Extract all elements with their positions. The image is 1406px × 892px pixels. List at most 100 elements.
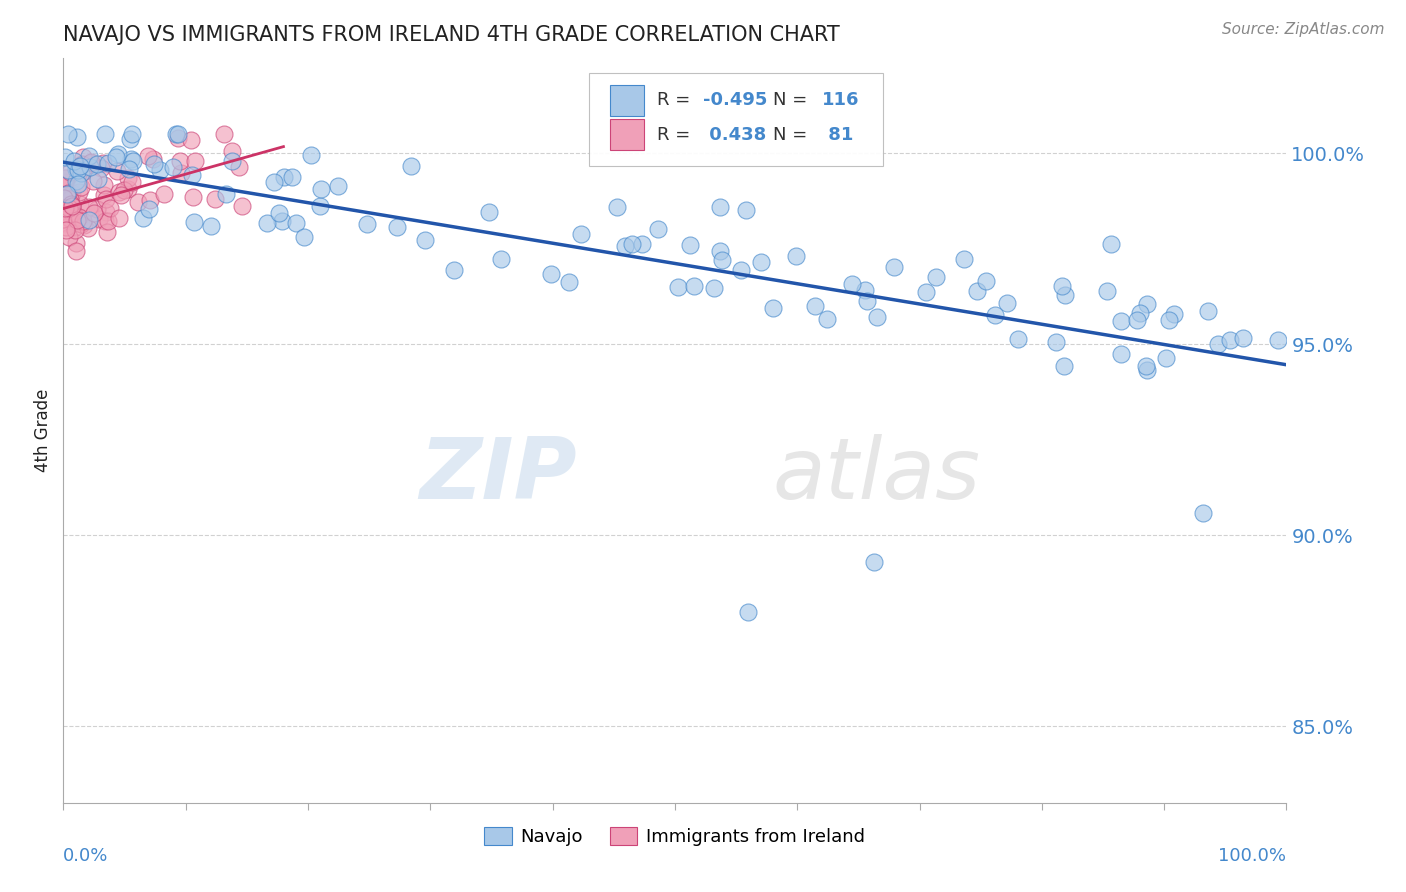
Text: R =: R = — [657, 92, 696, 110]
Point — [1159, 312, 1181, 326]
Point — [215, 186, 238, 201]
Point — [1267, 333, 1289, 347]
Point — [105, 164, 128, 178]
Point — [200, 219, 222, 233]
Point — [65, 244, 87, 258]
Point — [709, 200, 731, 214]
Point — [107, 146, 129, 161]
Point — [108, 185, 131, 199]
Point — [53, 188, 76, 202]
Point — [228, 160, 250, 174]
Point — [58, 201, 80, 215]
Point — [613, 239, 636, 253]
Point — [952, 252, 974, 266]
Point — [569, 227, 592, 241]
Point — [72, 151, 94, 165]
Point — [385, 219, 408, 234]
Point — [70, 180, 93, 194]
Text: 0.0%: 0.0% — [63, 847, 108, 865]
Text: 0.438: 0.438 — [703, 126, 766, 144]
Point — [94, 205, 117, 219]
Point — [1232, 331, 1254, 345]
Point — [94, 128, 117, 142]
Point — [58, 230, 80, 244]
Point — [169, 154, 191, 169]
Point — [620, 237, 643, 252]
Point — [90, 161, 112, 176]
Point — [883, 260, 905, 274]
Point — [181, 190, 204, 204]
Point — [170, 166, 193, 180]
Point — [815, 312, 838, 326]
Point — [167, 128, 190, 142]
Point — [53, 216, 76, 230]
Point — [105, 150, 128, 164]
Point — [221, 153, 243, 168]
Point — [1109, 313, 1132, 327]
Point — [117, 171, 139, 186]
Point — [281, 169, 304, 184]
Point — [132, 211, 155, 225]
Point — [89, 212, 111, 227]
Point — [66, 129, 89, 144]
Point — [59, 192, 82, 206]
Point — [60, 206, 83, 220]
Point — [737, 605, 759, 619]
Point — [162, 160, 184, 174]
Point — [56, 163, 79, 178]
FancyBboxPatch shape — [610, 119, 644, 151]
Point — [1053, 287, 1076, 301]
Y-axis label: 4th Grade: 4th Grade — [34, 389, 52, 472]
Point — [77, 149, 100, 163]
Point — [69, 196, 91, 211]
Point — [273, 170, 295, 185]
Point — [63, 154, 86, 169]
Text: NAVAJO VS IMMIGRANTS FROM IRELAND 4TH GRADE CORRELATION CHART: NAVAJO VS IMMIGRANTS FROM IRELAND 4TH GR… — [63, 25, 839, 45]
Point — [630, 237, 652, 252]
Text: atlas: atlas — [773, 434, 981, 516]
Point — [730, 262, 752, 277]
Point — [983, 309, 1005, 323]
Point — [749, 254, 772, 268]
Text: N =: N = — [773, 92, 813, 110]
Point — [138, 193, 160, 207]
Point — [1197, 304, 1219, 318]
Point — [69, 166, 91, 180]
Point — [149, 163, 172, 178]
Point — [1206, 337, 1229, 351]
Point — [56, 198, 79, 212]
Point — [1109, 347, 1132, 361]
Point — [142, 157, 165, 171]
Point — [184, 154, 207, 169]
Point — [356, 217, 378, 231]
Point — [55, 171, 77, 186]
Point — [98, 201, 121, 215]
Point — [80, 154, 103, 169]
Point — [267, 206, 290, 220]
Point — [152, 187, 174, 202]
Point — [65, 162, 87, 177]
Point — [67, 178, 90, 192]
Point — [1163, 306, 1185, 320]
Point — [866, 310, 889, 324]
Point — [204, 192, 226, 206]
Point — [141, 152, 163, 166]
Point — [606, 200, 628, 214]
Point — [804, 299, 827, 313]
Point — [285, 216, 308, 230]
Point — [1007, 332, 1029, 346]
Point — [1135, 359, 1157, 373]
Point — [67, 211, 90, 225]
Point — [69, 211, 91, 226]
Point — [292, 229, 315, 244]
Point — [108, 211, 131, 226]
Point — [1045, 334, 1067, 349]
Point — [1099, 237, 1122, 252]
Point — [59, 197, 82, 211]
Point — [97, 214, 120, 228]
Text: 116: 116 — [821, 92, 859, 110]
Point — [60, 186, 83, 200]
Point — [72, 165, 94, 179]
Text: 81: 81 — [821, 126, 853, 144]
Point — [58, 211, 80, 225]
